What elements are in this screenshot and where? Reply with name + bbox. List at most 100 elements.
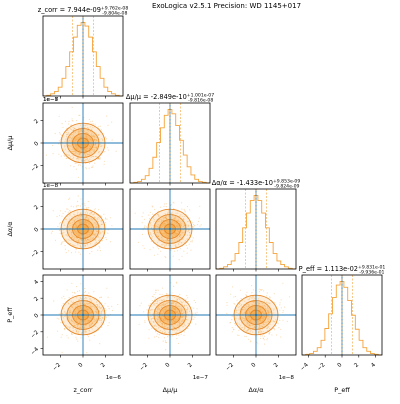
sample-point <box>91 123 93 125</box>
sample-point <box>261 289 263 291</box>
sample-point <box>165 244 167 246</box>
sample-point <box>273 293 275 295</box>
sample-point <box>85 150 87 152</box>
sample-point <box>97 158 99 160</box>
sample-point <box>162 216 164 218</box>
sample-point <box>154 208 156 211</box>
sample-point <box>85 136 87 138</box>
sample-point <box>107 296 109 298</box>
sample-point <box>79 244 81 246</box>
title-dalpha: Δα/α = -1.433e-10+9.853e-09 -9.824e-09 <box>212 178 301 189</box>
sample-point <box>180 225 182 227</box>
sample-point <box>259 289 262 291</box>
sample-point <box>170 336 172 338</box>
sample-point <box>89 253 91 255</box>
sample-point <box>179 233 181 235</box>
sample-point <box>89 146 91 148</box>
sample-point <box>66 134 68 136</box>
sample-point <box>85 135 87 137</box>
sample-point <box>158 336 160 339</box>
sample-point <box>87 244 89 246</box>
truth-point <box>81 313 85 317</box>
sample-point <box>88 148 90 150</box>
sample-point <box>86 215 88 217</box>
sample-point <box>156 335 158 337</box>
sample-point <box>67 337 69 339</box>
sample-point <box>261 335 263 337</box>
title-minus-dalpha: -9.824e-09 <box>274 184 299 190</box>
sample-point <box>71 224 73 226</box>
sample-point <box>58 313 60 315</box>
title-plus-dmu: +1.001e-07 <box>187 92 214 98</box>
sample-point <box>95 223 97 225</box>
sample-point <box>179 215 181 217</box>
sample-point <box>86 238 89 240</box>
sample-point <box>76 226 78 228</box>
sample-point <box>73 238 75 240</box>
sample-point <box>168 235 170 238</box>
sample-point <box>84 245 87 247</box>
title-value-dmu: Δμ/μ = -2.849e-10 <box>126 93 187 101</box>
sample-point <box>164 340 166 342</box>
sample-point <box>187 225 189 227</box>
sample-point <box>193 318 195 320</box>
sample-point <box>231 327 233 329</box>
sample-point <box>69 214 71 216</box>
sample-point <box>164 232 166 234</box>
sample-point <box>81 160 83 162</box>
sample-point <box>271 334 273 336</box>
sample-point <box>181 202 183 204</box>
sample-point <box>78 157 80 159</box>
sample-point <box>152 213 154 215</box>
sample-point <box>77 195 79 197</box>
sample-point <box>80 164 82 166</box>
sample-point <box>164 217 166 219</box>
sample-point <box>87 239 89 241</box>
sample-point <box>80 238 82 241</box>
sample-point <box>96 146 98 148</box>
sample-point <box>157 215 159 217</box>
sample-point <box>64 211 66 213</box>
sample-point <box>79 221 81 223</box>
sample-point <box>96 230 98 232</box>
sample-point <box>266 295 268 297</box>
sample-point <box>58 140 61 142</box>
sample-point <box>155 330 157 333</box>
sample-point <box>97 134 99 136</box>
sample-point <box>73 244 75 246</box>
sample-point <box>87 225 90 227</box>
sample-point <box>76 120 78 122</box>
sample-point <box>168 236 170 238</box>
sample-point <box>80 214 82 217</box>
y-axis-label-peff: P_eff <box>6 307 14 323</box>
sample-point <box>88 231 90 233</box>
sample-point <box>77 147 79 149</box>
sample-point <box>143 218 146 220</box>
sample-point <box>72 126 74 129</box>
sample-point <box>179 235 181 237</box>
sample-point <box>88 130 90 132</box>
sample-point <box>77 148 79 150</box>
sample-point <box>89 147 91 150</box>
sample-point <box>99 143 101 146</box>
sample-point <box>86 130 88 132</box>
sample-point <box>83 124 85 126</box>
sample-point <box>157 230 159 232</box>
sample-point <box>94 155 96 158</box>
sample-point <box>105 316 107 318</box>
sample-point <box>183 334 185 336</box>
sample-point <box>187 328 189 330</box>
sample-point <box>86 132 88 134</box>
sample-point <box>72 295 74 297</box>
sample-point <box>98 158 100 160</box>
sample-point <box>74 214 76 216</box>
sample-point <box>183 218 185 220</box>
sample-point <box>78 163 80 165</box>
sample-point <box>73 141 75 143</box>
sample-point <box>77 340 79 342</box>
sample-point <box>89 145 91 147</box>
sample-point <box>79 205 82 207</box>
sample-point <box>84 149 86 151</box>
sample-point <box>87 139 90 141</box>
sample-point <box>77 153 79 155</box>
